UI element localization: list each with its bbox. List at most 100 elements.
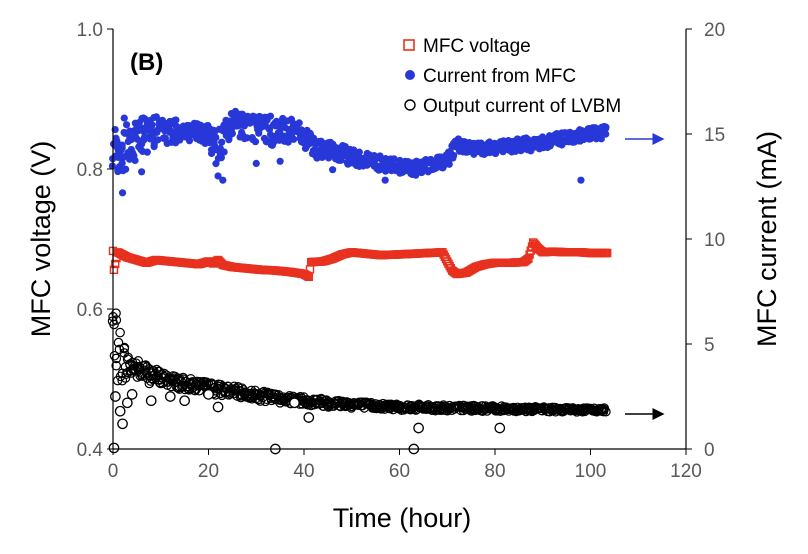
mfc-current-point [602,123,610,131]
y2-tick-label: 0 [704,440,715,461]
y2-tick-label: 10 [704,230,725,251]
mfc-current-point [131,156,139,165]
mfc-current-outlier [276,157,284,165]
mfc-voltage-point [111,259,120,269]
lvbm-current-outlier [108,442,120,454]
lvbm-current-outlier [413,422,424,434]
mfc-current-point [172,116,180,124]
x-tick-label: 40 [293,461,314,482]
mfc-current-outlier [577,176,585,184]
x-axis-title: Time (hour) [333,503,472,533]
mfc-current-point [228,129,236,138]
mfc-current-point [266,112,275,120]
mfc-current-point [602,130,610,138]
lvbm-current-outlier [126,389,138,400]
lvbm-current-point [111,315,122,325]
x-tick-label: 0 [108,461,119,482]
lvbm-current-point [115,327,125,338]
legend-label-current-from-mfc: Current from MFC [423,66,576,87]
mfc-current-point [251,138,260,146]
lvbm-current-point [115,371,126,382]
x-tick-label: 20 [198,461,219,482]
lvbm-current-outlier [289,397,300,409]
mfc-current-outlier [118,189,127,197]
lvbm-current-point [120,373,131,383]
mfc-current-point [450,151,458,160]
x-tick-label: 60 [389,461,410,482]
panel-label: (B) [130,49,163,76]
y2-tick-label: 5 [704,335,715,356]
lvbm-current-outlier [494,422,506,434]
mfc-current-outlier [381,176,389,184]
y-tick-label: 0.6 [77,300,103,321]
lvbm-current-point [119,343,130,354]
lvbm-current-point [136,370,147,380]
lvbm-current-outlier [114,405,126,417]
lvbm-current-outlier [145,395,157,407]
mfc-current-point [390,155,398,163]
mfc-current-point [290,135,298,143]
lvbm-current-point [159,368,169,379]
x-tick-label: 80 [484,461,505,482]
lvbm-current-point [114,344,125,355]
mfc-current-point [185,137,194,145]
tick-layer: 0 20 40 60 80 100 120 0.4 0.6 0.8 1.0 0 5 10 15 20 [77,20,726,482]
mfc-current-outlier [214,172,222,180]
y2-tick-label: 15 [704,125,725,146]
mfc-current-point [295,119,303,127]
mfc-current-outlier [114,166,122,174]
mfc-current-outlier [329,166,337,174]
mfc-current-outlier [424,168,432,176]
mfc-current-point [122,121,131,129]
mfc-voltage-point [603,248,612,258]
mfc-current-point [265,125,274,134]
lvbm-current-outlier [117,418,128,430]
lvbm-current-point [599,404,609,415]
series-layer [107,107,612,455]
mfc-current-point [220,148,228,156]
mfc-current-outlier [252,159,260,167]
mfc-current-point [143,148,151,156]
lvbm-current-point [111,308,121,319]
legend-marker-current-from-mfc [405,70,415,80]
lvbm-current-outlier [303,412,315,423]
lvbm-current-outlier [179,395,190,407]
legend-label-output-current-lvbm: Output current of LVBM [423,96,621,117]
lvbm-current-point [201,377,212,387]
mfc-voltage-group [108,238,612,281]
mfc-current-point [120,114,128,122]
mfc-current-point [129,149,137,157]
mfc-voltage-point [523,255,532,264]
y-tick-label: 0.8 [77,160,103,181]
mfc-current-point [118,159,126,167]
x-tick-label: 100 [575,461,607,482]
mfc-current-point [212,133,220,142]
lvbm-current-outlier [164,391,176,402]
mfc-current-point [133,135,141,143]
y2-tick-label: 20 [704,20,725,41]
mfc-current-point [523,135,531,143]
y2-axis-title: MFC current (mA) [752,131,782,347]
mfc-current-outlier [138,168,146,176]
mfc-current-point [122,165,130,173]
lvbm-current-point [157,378,168,388]
mfc-current-point [445,160,453,168]
y-tick-label: 0.4 [77,440,104,461]
lvbm-current-outlier [110,391,121,402]
lvbm-current-point [111,353,122,364]
legend: MFC voltage Current from MFC Output curr… [403,36,621,117]
y-axis-title: MFC voltage (V) [26,141,56,338]
x-tick-label: 120 [670,461,702,482]
mfc-current-point [118,144,126,152]
lvbm-current-outlier [121,397,133,409]
legend-marker-output-current-lvbm [404,99,416,111]
y-tick-label: 1.0 [77,20,103,41]
lvbm-current-point [113,337,124,348]
lvbm-current-point [111,360,122,371]
lvbm-current-group [107,308,611,455]
mfc-current-group [108,107,610,197]
mfc-current-outlier [219,176,227,184]
legend-label-mfc-voltage: MFC voltage [423,36,531,57]
lvbm-current-outlier [203,389,214,400]
